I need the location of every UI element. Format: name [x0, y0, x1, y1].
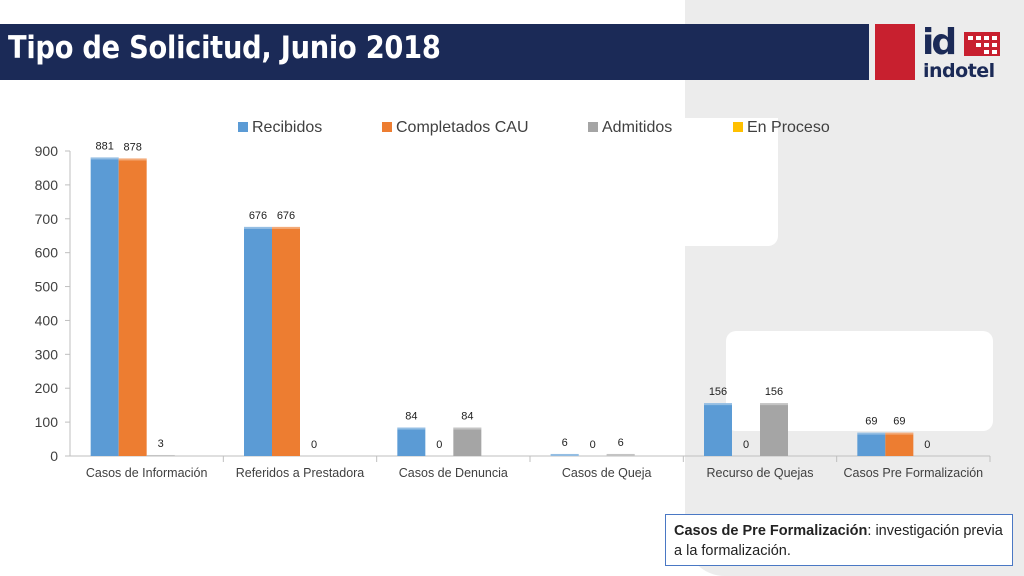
logo-wordmark: indotel	[923, 60, 995, 82]
bar	[453, 427, 482, 456]
y-tick-label: 600	[35, 245, 59, 261]
bar-highlight	[90, 157, 119, 160]
bar	[146, 454, 175, 456]
bar-highlight	[272, 226, 300, 229]
legend-swatch	[588, 122, 598, 132]
bar-highlight	[857, 432, 886, 435]
y-tick-label: 500	[35, 279, 59, 295]
bar-highlight	[244, 226, 272, 229]
x-tick-label: Referidos a Prestadora	[236, 466, 365, 480]
legend-swatch	[238, 122, 248, 132]
y-tick-label: 0	[50, 448, 58, 464]
bar	[272, 226, 300, 456]
y-tick-label: 200	[35, 380, 59, 396]
bar	[397, 427, 426, 456]
data-label: 0	[436, 439, 442, 451]
bar-highlight	[606, 453, 635, 456]
data-label: 676	[277, 210, 295, 222]
logo-red-block	[875, 24, 915, 80]
y-tick-label: 100	[35, 414, 59, 430]
x-tick-label: Casos de Queja	[562, 466, 652, 480]
bar-highlight	[885, 432, 914, 435]
indotel-logo: id	[922, 22, 1000, 63]
data-label: 881	[95, 140, 113, 152]
bar-highlight	[550, 453, 579, 456]
bar-highlight	[704, 403, 732, 406]
bar-highlight	[760, 403, 788, 406]
x-tick-label: Casos Pre Formalización	[844, 466, 984, 480]
data-label: 878	[123, 141, 141, 153]
bar	[885, 432, 914, 456]
note-definition: : investigación previa a la formalizació…	[674, 523, 1003, 559]
x-tick-label: Casos de Información	[86, 466, 208, 480]
y-tick-label: 700	[35, 211, 59, 227]
legend-label: Admitidos	[602, 119, 672, 136]
bar-highlight	[118, 158, 147, 161]
logo-mark: id	[922, 22, 954, 63]
data-label: 676	[249, 210, 267, 222]
y-tick-label: 900	[35, 143, 59, 159]
note-term: Casos de Pre Formalización	[674, 523, 868, 539]
data-label: 156	[709, 386, 727, 398]
bar	[118, 158, 147, 456]
definition-note: Casos de Pre Formalización: investigació…	[665, 514, 1013, 566]
bar-highlight	[453, 427, 482, 430]
bar	[760, 403, 788, 456]
data-label: 84	[461, 411, 473, 423]
y-tick-label: 400	[35, 312, 59, 328]
data-label: 156	[765, 386, 783, 398]
page-title: Tipo de Solicitud, Junio 2018	[8, 30, 441, 66]
bar-highlight	[397, 427, 426, 430]
data-label: 0	[311, 439, 317, 451]
data-label: 0	[924, 439, 930, 451]
data-label: 0	[590, 439, 596, 451]
legend-swatch	[733, 122, 743, 132]
y-tick-label: 300	[35, 346, 59, 362]
data-label: 69	[865, 416, 877, 428]
y-tick-label: 800	[35, 177, 59, 193]
background-cutout	[685, 118, 778, 246]
bar	[606, 453, 635, 456]
x-tick-label: Casos de Denuncia	[399, 466, 508, 480]
bar	[550, 453, 579, 456]
data-label: 84	[405, 411, 417, 423]
data-label: 6	[562, 437, 568, 449]
bar	[857, 432, 886, 456]
bar	[90, 157, 119, 456]
data-label: 69	[893, 416, 905, 428]
legend-label: En Proceso	[747, 119, 830, 136]
data-label: 3	[158, 438, 164, 450]
legend-label: Completados CAU	[396, 119, 529, 136]
title-bar	[0, 24, 869, 80]
bar	[244, 226, 272, 456]
x-tick-label: Recurso de Quejas	[706, 466, 813, 480]
bar	[704, 403, 732, 456]
legend-swatch	[382, 122, 392, 132]
background-panel	[685, 0, 1024, 576]
data-label: 0	[743, 439, 749, 451]
bar-highlight	[146, 454, 175, 456]
data-label: 6	[618, 437, 624, 449]
legend-label: Recibidos	[252, 119, 322, 136]
